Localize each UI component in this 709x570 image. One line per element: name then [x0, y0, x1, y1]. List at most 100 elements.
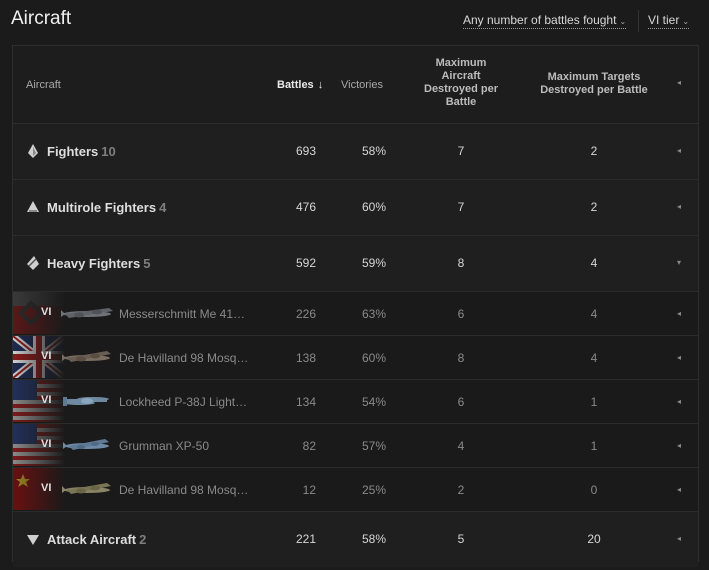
group-name: Multirole Fighters 4 [47, 200, 166, 215]
group-label: Fighters [47, 144, 99, 159]
victories-value: 63% [361, 307, 386, 321]
vehicle-row[interactable]: VI De Havilland 98 Mosq… 12 25% 2 0 ◂ [13, 468, 698, 512]
aircraft-icon [62, 483, 111, 494]
battles-value: 12 [302, 483, 316, 497]
expand-icon[interactable]: ◂ [677, 202, 682, 211]
germany-flag-icon [13, 292, 65, 334]
expand-icon[interactable]: ◂ [677, 441, 682, 450]
group-row-multirole-fighters[interactable]: Multirole Fighters 4 476 60% 7 2 ◂ [13, 180, 698, 236]
max-aircraft-value: 4 [457, 439, 465, 453]
aircraft-name: De Havilland 98 Mosq… [119, 351, 249, 365]
aircraft-name: Grumman XP-50 [119, 439, 210, 453]
vehicle-row[interactable]: VI Messerschmitt Me 41… 226 63% 6 4 ◂ [13, 292, 698, 336]
tier-label: VI [41, 438, 52, 450]
vehicle-row[interactable]: VI Grumman XP-50 82 57% 4 1 ◂ [13, 424, 698, 468]
max-aircraft-value: 7 [457, 144, 465, 158]
chevron-down-icon: ⌄ [682, 17, 690, 26]
uk-flag-icon [13, 336, 65, 378]
group-count: 2 [139, 532, 147, 547]
group-count: 4 [159, 200, 167, 215]
victories-value: 59% [361, 256, 386, 270]
max-targets-value: 2 [590, 144, 598, 158]
victories-value: 58% [361, 144, 386, 158]
tier-label: VI [41, 482, 52, 494]
group-count: 10 [101, 144, 116, 159]
header-line: Battle [445, 96, 477, 108]
battles-value: 134 [295, 395, 316, 409]
max-targets-value: 1 [590, 439, 598, 453]
max-targets-value: 4 [590, 351, 598, 365]
vehicle-row[interactable]: VI De Havilland 98 Mosq… 138 60% 8 4 ◂ [13, 336, 698, 380]
header-line: Destroyed per Battle [540, 84, 648, 96]
max-aircraft-value: 8 [457, 256, 465, 270]
page-header: Aircraft Any number of battles fought ⌄ V… [0, 0, 709, 44]
header-line: Destroyed per [424, 83, 498, 95]
expand-icon[interactable]: ◂ [677, 146, 682, 155]
column-header-max-aircraft[interactable]: Maximum Aircraft Destroyed per Battle [405, 57, 517, 109]
aircraft-name: De Havilland 98 Mosq… [119, 483, 249, 497]
max-targets-value: 2 [590, 200, 598, 214]
header-line: Maximum [435, 57, 487, 69]
chevron-down-icon: ⌄ [619, 17, 627, 26]
group-row-attack-aircraft[interactable]: Attack Aircraft 2 221 58% 5 20 ◂ [13, 512, 698, 567]
max-aircraft-value: 7 [457, 200, 465, 214]
group-row-heavy-fighters[interactable]: Heavy Fighters 5 592 59% 8 4 ▾ [13, 236, 698, 292]
fighter-class-icon [28, 144, 38, 158]
max-aircraft-value: 2 [457, 483, 465, 497]
column-header-battles[interactable]: Battles ↓ [277, 79, 323, 91]
vehicle-row[interactable]: VI Lockheed P-38J Light… 134 54% 6 1 ◂ [13, 380, 698, 424]
battles-value: 592 [295, 256, 316, 270]
aircraft-name: Lockheed P-38J Light… [119, 395, 248, 409]
victories-value: 60% [361, 200, 386, 214]
battles-value: 138 [295, 351, 316, 365]
max-targets-value: 1 [590, 395, 598, 409]
header-line: Maximum Targets [547, 71, 641, 83]
column-header-victories[interactable]: Victories [341, 79, 383, 91]
group-count: 5 [143, 256, 151, 271]
tier-label: VI [41, 306, 52, 318]
china-flag-icon [13, 468, 65, 510]
filter-divider [638, 10, 639, 32]
battles-value: 82 [302, 439, 316, 453]
expand-icon[interactable]: ◂ [677, 397, 682, 406]
tier-filter-label: VI tier [648, 13, 680, 27]
max-targets-value: 4 [590, 256, 598, 270]
aircraft-name: Messerschmitt Me 41… [119, 307, 246, 321]
aircraft-stats-table: Aircraft Battles ↓ Victories Maximum Airc… [12, 45, 699, 567]
usa-flag-icon [13, 424, 65, 466]
battles-value: 476 [295, 200, 316, 214]
battles-value: 226 [295, 307, 316, 321]
max-targets-value: 4 [590, 307, 598, 321]
max-targets-value: 0 [590, 483, 598, 497]
victories-value: 54% [361, 395, 386, 409]
group-name: Fighters 10 [47, 144, 116, 159]
victories-value: 57% [361, 439, 386, 453]
group-label: Heavy Fighters [47, 256, 141, 271]
victories-value: 58% [361, 532, 386, 546]
collapse-icon[interactable]: ▾ [677, 258, 682, 267]
column-header-aircraft[interactable]: Aircraft [26, 79, 61, 91]
group-name: Attack Aircraft 2 [47, 532, 146, 547]
max-aircraft-value: 8 [457, 351, 465, 365]
column-header-max-targets[interactable]: Maximum Targets Destroyed per Battle [520, 71, 668, 97]
max-aircraft-value: 6 [457, 395, 465, 409]
expand-icon[interactable]: ◂ [677, 353, 682, 362]
max-aircraft-value: 6 [457, 307, 465, 321]
battles-value: 221 [295, 532, 316, 546]
collapse-all-icon[interactable]: ◂ [677, 78, 682, 87]
expand-icon[interactable]: ◂ [677, 309, 682, 318]
group-label: Multirole Fighters [47, 200, 157, 215]
group-label: Attack Aircraft [47, 532, 137, 547]
tier-filter-dropdown[interactable]: VI tier ⌄ [648, 13, 690, 29]
attack-aircraft-class-icon [27, 535, 39, 545]
aircraft-icon [62, 351, 111, 362]
expand-icon[interactable]: ◂ [677, 485, 682, 494]
aircraft-icon [63, 397, 109, 406]
aircraft-icon [61, 308, 113, 318]
header-line: Aircraft [441, 70, 481, 82]
battles-filter-label: Any number of battles fought [463, 13, 617, 27]
battles-filter-dropdown[interactable]: Any number of battles fought ⌄ [463, 13, 627, 29]
expand-icon[interactable]: ◂ [677, 534, 682, 543]
table-header: Aircraft Battles ↓ Victories Maximum Airc… [13, 46, 698, 124]
group-row-fighters[interactable]: Fighters 10 693 58% 7 2 ◂ [13, 124, 698, 180]
